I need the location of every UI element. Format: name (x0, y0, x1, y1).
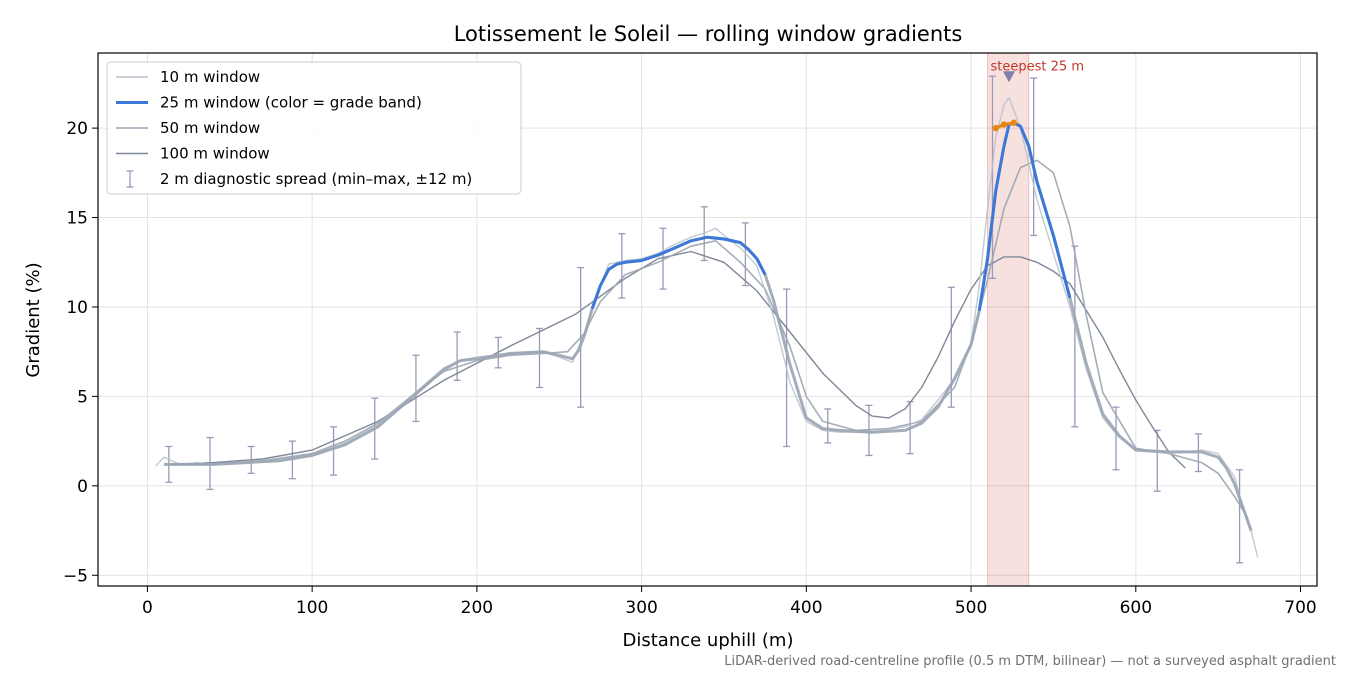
series-layer (155, 96, 1259, 558)
y-tick-label: 5 (77, 387, 88, 407)
legend-box (106, 61, 522, 195)
chart-title: Lotissement le Soleil — rolling window g… (454, 22, 963, 46)
x-tick-label: 500 (955, 598, 987, 618)
x-tick-label: 100 (296, 598, 328, 618)
legend-label: 50 m window (160, 119, 260, 137)
x-tick-label: 0 (142, 598, 153, 618)
legend-label: 2 m diagnostic spread (min–max, ±12 m) (160, 170, 472, 188)
steepest-highlight-point (1010, 119, 1018, 126)
highlight-span-layer (987, 52, 1030, 587)
x-axis-label: Distance uphill (m) (623, 630, 794, 651)
y-tick-label: −5 (63, 566, 88, 586)
axis-ticks: 0 100 200 300 400 500 600 700 −5 0 5 10 15 20 (63, 119, 1317, 618)
steepest-span (987, 52, 1030, 587)
marker-layer: steepest 25 m (991, 59, 1084, 132)
legend-label: 10 m window (160, 68, 260, 86)
footnote: LiDAR-derived road-centreline profile (0… (724, 654, 1336, 669)
legend-label: 25 m window (color = grade band) (160, 94, 422, 112)
y-tick-label: 0 (77, 477, 88, 497)
legend-label: 100 m window (160, 145, 270, 163)
y-tick-label: 10 (66, 298, 88, 318)
steepest-annotation: steepest 25 m (991, 59, 1084, 74)
x-tick-label: 400 (790, 598, 822, 618)
steepest-highlight-point (992, 124, 999, 132)
x-tick-label: 300 (625, 598, 657, 618)
legend: 10 m window 25 m window (color = grade ba… (106, 61, 522, 195)
y-tick-label: 15 (66, 209, 88, 229)
y-axis-label: Gradient (%) (23, 262, 44, 377)
x-tick-label: 700 (1284, 598, 1316, 618)
errorbar-layer (165, 75, 1244, 564)
series-line-4 (172, 250, 1186, 469)
x-tick-label: 600 (1120, 598, 1152, 618)
x-tick-label: 200 (461, 598, 493, 618)
steep-band-segment (590, 235, 767, 310)
steepest-marker (1002, 71, 1015, 83)
y-tick-label: 20 (66, 119, 88, 139)
steepest-highlight-point (1000, 121, 1008, 128)
plot-frame (97, 52, 1318, 587)
